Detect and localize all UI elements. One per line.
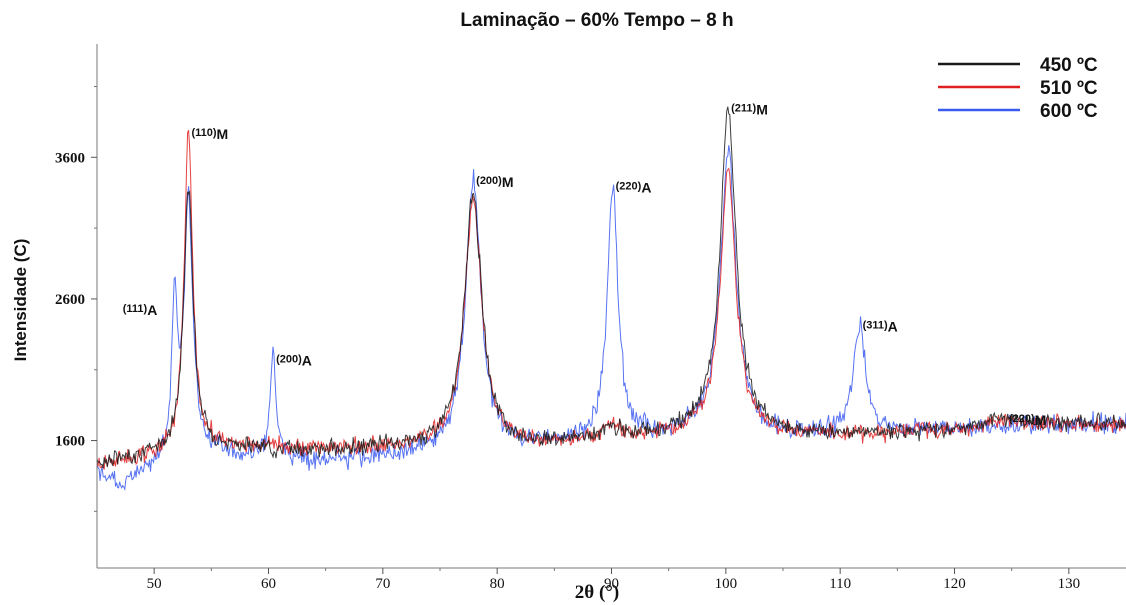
peak-label-phase: A — [641, 180, 651, 196]
peak-label: (111)A — [123, 302, 158, 318]
peak-label-phase: M — [756, 102, 768, 118]
peak-label: (211)M — [731, 102, 768, 118]
legend-label-1: 510 ºC — [1040, 78, 1098, 99]
x-tick-label: 110 — [829, 576, 851, 592]
y-tick-label: 2600 — [55, 292, 85, 308]
series-line-1 — [96, 129, 1126, 470]
chart-title: Laminação – 60% Tempo – 8 h — [460, 10, 733, 31]
x-axis-label: 2θ (°) — [575, 582, 619, 603]
series-layer — [96, 106, 1126, 492]
peak-label-phase: A — [888, 318, 898, 334]
peak-label-hkl: (200) — [276, 353, 302, 365]
series-line-0 — [96, 106, 1126, 469]
x-tick-label: 70 — [375, 576, 390, 592]
y-tick-label: 3600 — [55, 150, 85, 166]
peak-label-hkl: (220) — [616, 181, 642, 193]
x-tick-label: 90 — [604, 576, 619, 592]
peak-label: (200)M — [476, 174, 513, 190]
y-tick-label: 1600 — [55, 434, 85, 450]
peak-label-phase: M — [1035, 412, 1047, 428]
peak-annotations: (111)A(110)M(200)A(200)M (220)A(211)M(311… — [123, 102, 1047, 428]
peak-label: (200)A — [276, 352, 312, 368]
peak-label-hkl: (220) — [1009, 413, 1035, 425]
peak-label: (220)A — [616, 180, 652, 196]
peak-label-phase: M — [217, 126, 229, 142]
x-tick-label: 80 — [490, 576, 505, 592]
series-line-2 — [96, 145, 1126, 492]
x-tick-label: 60 — [261, 576, 276, 592]
legend-label-2: 600 ºC — [1040, 101, 1098, 122]
y-axis-label: Intensidade (C) — [11, 239, 30, 362]
axes: 50 60 70 80 90 100 110 120 130 1600 2600 3600 — [55, 44, 1126, 592]
x-tick-label: 50 — [147, 576, 162, 592]
peak-label-phase: M — [502, 174, 514, 190]
x-tick-label: 130 — [1058, 576, 1081, 592]
peak-label-hkl: (200) — [476, 175, 502, 187]
peak-label-hkl: (111) — [123, 303, 148, 315]
peak-label: (220)M — [1009, 412, 1046, 428]
x-tick-label: 120 — [943, 576, 966, 592]
legend-label-0: 450 ºC — [1040, 55, 1098, 76]
peak-label-phase: A — [302, 352, 312, 368]
peak-label-hkl: (211) — [731, 103, 756, 115]
peak-label: (311)A — [863, 318, 898, 334]
peak-label-phase: A — [147, 302, 157, 318]
peak-label-hkl: (311) — [863, 319, 888, 331]
x-tick-label: 100 — [715, 576, 738, 592]
peak-label: (110)M — [191, 126, 228, 142]
peak-label-hkl: (110) — [191, 127, 216, 139]
